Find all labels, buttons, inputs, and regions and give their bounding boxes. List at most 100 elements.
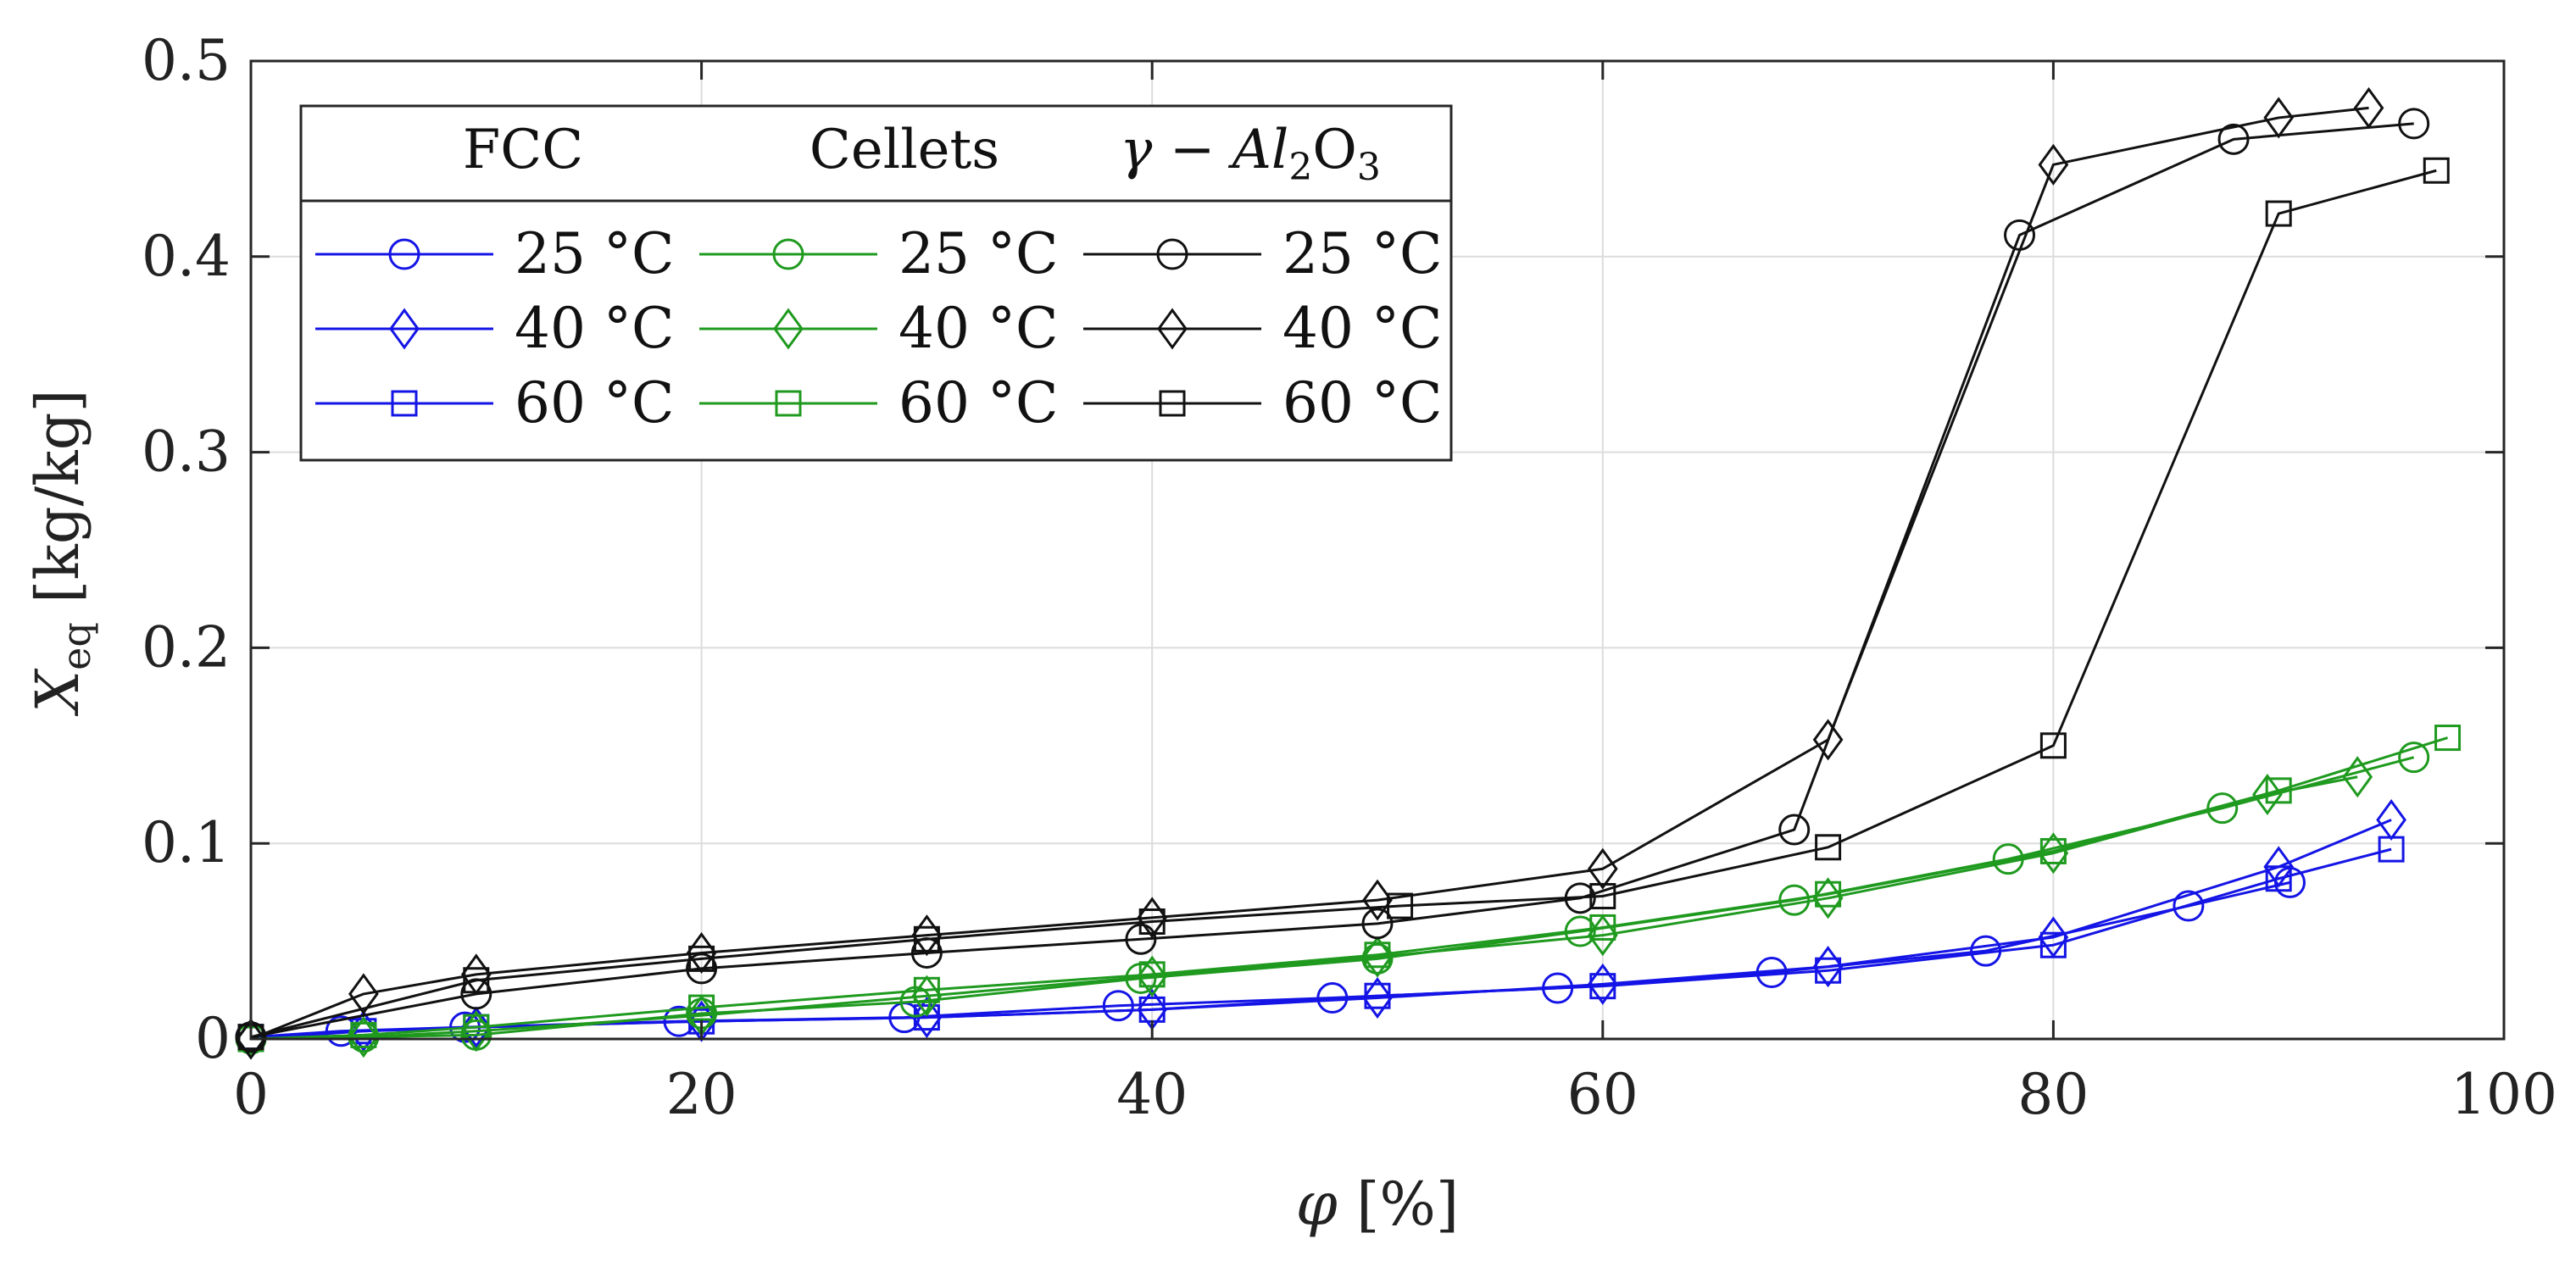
- data-point-diamond: [911, 914, 943, 957]
- series-alumina-diamond: [236, 86, 2384, 1060]
- x-tick-label: 40: [1116, 1062, 1188, 1127]
- series-line: [250, 736, 2448, 1041]
- legend-entry-label: 40 °C: [899, 296, 1058, 361]
- series-line: [250, 169, 2437, 1039]
- plot-frame: [249, 59, 2506, 1041]
- legend-marker-square: [391, 390, 418, 417]
- x-tick-label: 80: [2017, 1062, 2089, 1127]
- data-point-diamond: [348, 973, 379, 1015]
- data-point-diamond: [1587, 847, 1618, 890]
- data-point-diamond: [2353, 86, 2384, 129]
- y-axis-symbol: X: [23, 668, 92, 717]
- legend: FCC Cellets γ − Al2O3 25 °C40 °C60 °C25 …: [299, 104, 1453, 462]
- data-point-square: [1589, 914, 1616, 941]
- legend-entries: 25 °C 40 °C 60 °C 25 °C 40 °C 60 °C 25 °C 40 °C…: [315, 221, 1442, 436]
- legend-marker-diamond: [389, 308, 420, 350]
- x-axis-title: φ [%]: [1296, 1169, 1459, 1239]
- axis-ticks: 0 20 40 60 80 100 0 0.1 0.2 0.3 0.4 0.5: [142, 28, 2557, 1127]
- legend-marker-square: [1159, 390, 1186, 417]
- data-point-circle: [2173, 890, 2205, 922]
- legend-header-cellets: Cellets: [810, 119, 999, 181]
- legend-header-fcc: FCC: [463, 119, 583, 181]
- data-point-circle: [2217, 123, 2250, 155]
- legend-entry-alumina-square: 60 °C: [1083, 370, 1442, 436]
- legend-entry-fcc-diamond: 40 °C: [315, 296, 674, 361]
- data-point-square: [1138, 961, 1166, 988]
- data-point-square: [1815, 834, 1842, 861]
- series-cellets-square: [237, 725, 2462, 1053]
- data-series: [235, 86, 2462, 1060]
- data-point-square: [2039, 732, 2067, 759]
- data-point-diamond: [1362, 976, 1393, 1019]
- y-axis-title: Xeq [kg/kg]: [23, 389, 99, 716]
- data-point-diamond: [348, 1016, 379, 1058]
- legend-marker-circle: [772, 238, 804, 270]
- data-point-diamond: [1362, 936, 1393, 978]
- data-point-square: [2039, 931, 2067, 958]
- data-point-square: [2265, 200, 2292, 227]
- legend-entry-label: 60 °C: [1282, 370, 1442, 436]
- data-point-square: [688, 945, 715, 972]
- series-line: [250, 106, 2369, 1041]
- data-point-square: [1815, 957, 1842, 984]
- legend-marker-square: [775, 390, 802, 417]
- series-alumina-square: [237, 157, 2450, 1051]
- series-line: [250, 756, 2415, 1041]
- data-point-diamond: [1362, 879, 1393, 921]
- data-point-square: [350, 1021, 377, 1048]
- legend-marker-diamond: [773, 308, 804, 350]
- legend-marker-circle: [1156, 238, 1188, 270]
- legend-marker-circle: [388, 238, 420, 270]
- data-point-square: [1589, 883, 1616, 910]
- legend-entry-label: 40 °C: [515, 296, 674, 361]
- data-point-square: [1364, 942, 1391, 969]
- data-point-diamond: [2038, 143, 2069, 186]
- x-axis-unit: [%]: [1338, 1169, 1459, 1239]
- data-point-square: [1364, 982, 1391, 1009]
- legend-entry-fcc-square: 60 °C: [315, 370, 674, 436]
- data-point-diamond: [2263, 846, 2295, 888]
- data-point-square: [2378, 836, 2405, 863]
- data-point-diamond: [1812, 719, 1844, 761]
- data-point-diamond: [1137, 955, 1168, 997]
- x-tick-label: 20: [666, 1062, 737, 1127]
- data-point-square: [2039, 837, 2067, 864]
- x-axis-symbol: φ: [1296, 1169, 1338, 1239]
- data-point-circle: [2398, 742, 2430, 774]
- series-line: [250, 122, 2414, 1039]
- data-point-diamond: [2038, 832, 2069, 875]
- data-point-diamond: [460, 1006, 492, 1048]
- data-point-diamond: [1137, 897, 1168, 939]
- legend-entry-cellets-diamond: 40 °C: [699, 296, 1058, 361]
- data-point-square: [1387, 892, 1414, 919]
- legend-entry-cellets-circle: 25 °C: [699, 221, 1058, 286]
- data-point-circle: [1102, 990, 1134, 1022]
- legend-box: [299, 104, 1453, 462]
- data-point-square: [1589, 973, 1616, 1000]
- legend-entry-label: 60 °C: [515, 370, 674, 436]
- data-point-circle: [2398, 108, 2430, 140]
- x-tick-label: 0: [233, 1062, 269, 1127]
- legend-entry-alumina-circle: 25 °C: [1083, 221, 1442, 286]
- y-tick-label: 0.4: [142, 224, 231, 289]
- data-point-circle: [1778, 814, 1811, 846]
- y-tick-label: 0: [195, 1006, 231, 1071]
- data-point-square: [2434, 725, 2462, 752]
- data-point-diamond: [2342, 756, 2373, 798]
- data-point-diamond: [2263, 97, 2295, 139]
- data-point-square: [2265, 865, 2292, 892]
- legend-entry-label: 60 °C: [899, 370, 1058, 436]
- series-line: [250, 775, 2358, 1041]
- y-tick-label: 0.2: [142, 614, 231, 680]
- y-tick-label: 0.3: [142, 419, 231, 485]
- data-point-square: [688, 994, 715, 1021]
- y-axis-unit: [kg/kg]: [23, 389, 92, 622]
- x-tick-label: 60: [1567, 1062, 1639, 1127]
- legend-entry-cellets-square: 60 °C: [699, 370, 1058, 436]
- y-tick-label: 0.1: [142, 810, 231, 875]
- data-point-diamond: [1587, 963, 1618, 1005]
- data-point-square: [1138, 908, 1166, 936]
- data-point-square: [463, 967, 490, 994]
- data-point-square: [2265, 777, 2292, 804]
